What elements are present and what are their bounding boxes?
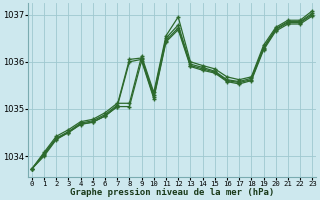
X-axis label: Graphe pression niveau de la mer (hPa): Graphe pression niveau de la mer (hPa) — [70, 188, 274, 197]
